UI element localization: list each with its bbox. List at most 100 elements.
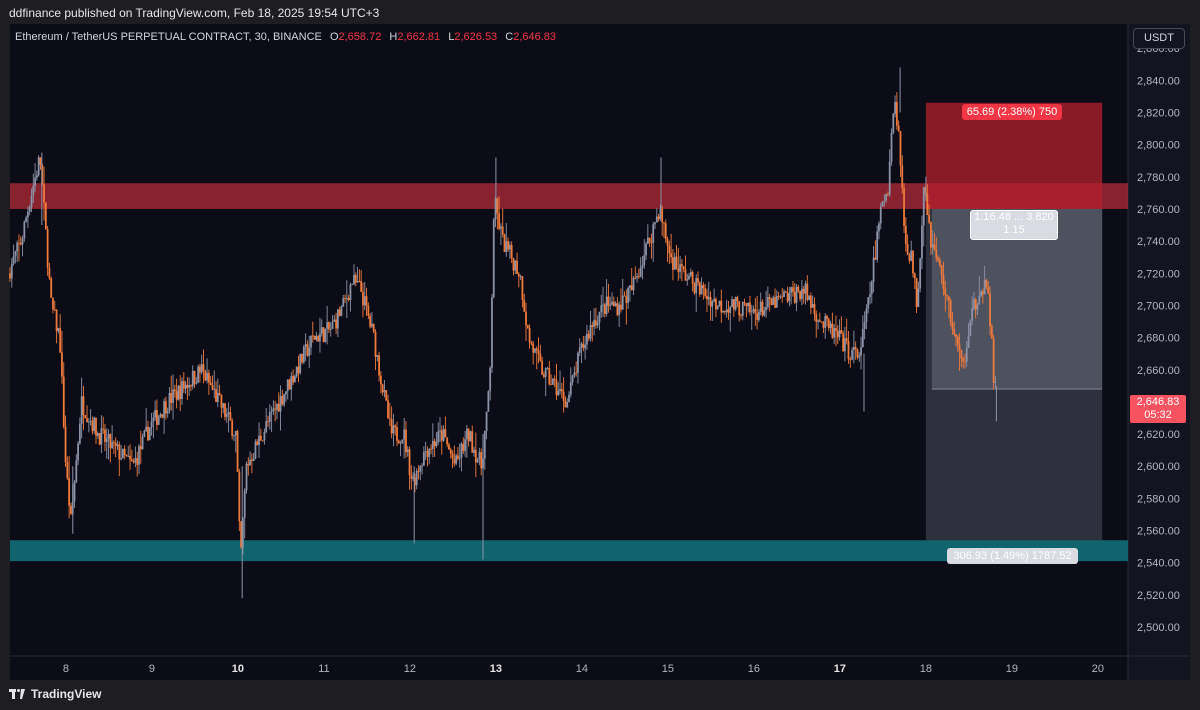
candle-body (143, 430, 146, 437)
candle-body (514, 260, 517, 271)
candle-body (845, 338, 848, 341)
y-tick-label: 2,700.00 (1137, 300, 1180, 312)
candle-body (582, 343, 585, 349)
candle-body (480, 452, 483, 469)
candle-body (12, 256, 15, 264)
candle-body (492, 219, 495, 298)
tradingview-brand[interactable]: TradingView (9, 687, 101, 701)
candle-body (405, 429, 407, 453)
candle-body (792, 287, 794, 292)
candle-body (288, 379, 291, 390)
candle-body (553, 378, 556, 381)
candle-body (874, 257, 877, 260)
candle-body (808, 295, 810, 300)
candle-body (765, 306, 767, 311)
candle-body (245, 463, 248, 491)
candle-body (292, 375, 294, 383)
candle-body (186, 384, 189, 388)
candle-body (965, 348, 968, 362)
candle-body (913, 273, 916, 279)
y-tick-label: 2,800.00 (1137, 140, 1180, 152)
candle-body (530, 342, 533, 344)
candle-body (444, 429, 447, 438)
candle-body (261, 440, 264, 442)
y-tick-label: 2,780.00 (1137, 172, 1180, 184)
candle-body (824, 315, 827, 328)
candle-body (962, 358, 965, 362)
candle-body (430, 448, 432, 450)
candle-body (621, 295, 624, 310)
candle-body (895, 102, 898, 126)
candle-body (663, 222, 665, 224)
candle-body (603, 304, 606, 314)
candle-body (474, 449, 477, 463)
low-label: L (448, 31, 455, 43)
candle-body (732, 299, 735, 310)
low-value: 2,626.53 (454, 31, 498, 43)
candle-body (652, 224, 655, 243)
candle-body (156, 410, 158, 425)
candle-body (127, 455, 130, 457)
candle-body (881, 201, 884, 207)
high-label: H (389, 31, 398, 43)
candle-body (741, 302, 744, 316)
candle-body (319, 333, 321, 342)
candle-body (279, 396, 282, 412)
candle-body (32, 186, 35, 196)
candle-body (342, 298, 345, 307)
candle-body (512, 258, 515, 271)
last-price-tag: 2,646.83 05:32 (1130, 395, 1186, 423)
candle-body (614, 303, 617, 306)
currency-button[interactable]: USDT (1133, 28, 1185, 49)
candle-body (302, 346, 305, 363)
candle-body (648, 237, 651, 243)
candle-body (55, 309, 58, 332)
candle-body (428, 448, 431, 457)
candle-body (383, 390, 386, 393)
candle-body (675, 256, 678, 269)
candle-body (150, 421, 153, 428)
target-label: 65.69 (2.38%) 750 (962, 104, 1062, 120)
candle-body (329, 329, 332, 330)
candle-body (811, 303, 814, 308)
candle-body (691, 272, 694, 284)
candle-body (725, 309, 728, 313)
candle-body (976, 304, 979, 310)
candle-body (328, 322, 330, 330)
candle-body (231, 420, 234, 436)
candle-body (175, 391, 178, 400)
candle-body (78, 423, 81, 444)
candle-body (967, 336, 970, 349)
candle-body (193, 370, 196, 384)
candle-body (295, 366, 298, 377)
candle-body (661, 208, 664, 223)
tradingview-logo-icon (9, 689, 25, 699)
candle-body (207, 372, 210, 383)
candle-body (285, 391, 287, 395)
candle-body (947, 296, 950, 301)
candle-body (387, 400, 389, 419)
candle-body (754, 309, 757, 314)
candle-body (163, 401, 165, 418)
candle-body (983, 279, 986, 295)
candle-body (87, 421, 90, 423)
candle-body (702, 285, 705, 289)
candle-body (695, 278, 698, 294)
candle-body (236, 431, 239, 472)
candle-body (446, 437, 449, 445)
candle-body (190, 385, 192, 387)
candle-body (858, 355, 861, 358)
candle-body (779, 296, 782, 298)
candle-body (84, 415, 87, 419)
candle-body (630, 285, 633, 291)
candle-body (345, 297, 348, 300)
candle-body (80, 396, 83, 424)
candle-body (414, 477, 416, 486)
candle-body (53, 309, 56, 311)
candle-body (225, 414, 228, 417)
candle-body (854, 347, 857, 350)
candle-body (496, 198, 499, 214)
candle-body (242, 517, 244, 548)
candle-body (503, 234, 506, 252)
candle-body (333, 319, 336, 322)
